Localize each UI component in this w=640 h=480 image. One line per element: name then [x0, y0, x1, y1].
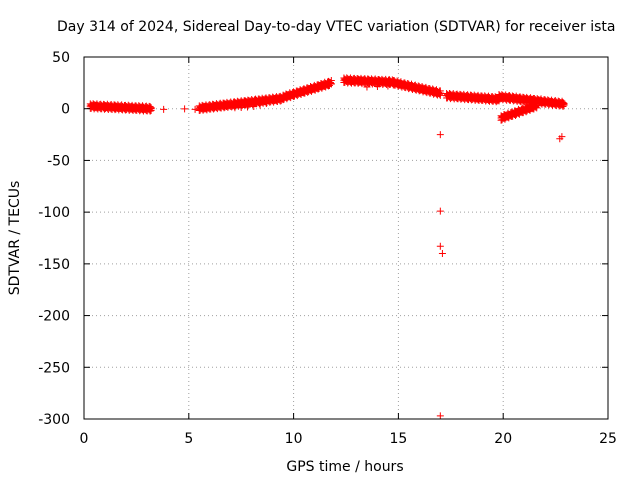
data-point: [436, 242, 444, 250]
data-point: [438, 250, 446, 258]
data-point: [181, 105, 189, 113]
data-point: [512, 108, 520, 116]
data-point: [516, 94, 524, 102]
data-point: [243, 103, 251, 111]
plot-frame: [83, 56, 609, 420]
data-point: [275, 93, 283, 101]
data-point: [518, 106, 526, 114]
data-point: [237, 103, 245, 111]
x-axis-label: GPS time / hours: [286, 459, 403, 475]
data-point: [524, 104, 532, 112]
data-point: [306, 85, 314, 93]
data-point: [147, 105, 155, 113]
data-point: [558, 100, 566, 108]
chart-title: Day 314 of 2024, Sidereal Day-to-day VTE…: [57, 19, 615, 35]
data-point: [380, 78, 388, 86]
y-axis-label: SDTVAR / TECUs: [7, 181, 23, 296]
data-point: [216, 103, 224, 111]
data-point: [250, 102, 258, 110]
data-point: [535, 96, 543, 104]
data-point: [413, 84, 421, 92]
data-point: [426, 87, 434, 95]
data-point: [529, 95, 537, 103]
data-point: [294, 89, 302, 97]
data-point: [466, 94, 474, 102]
data-point: [436, 131, 444, 139]
data-point: [394, 79, 402, 87]
data-point: [436, 207, 444, 215]
data-point: [503, 93, 511, 101]
data-point: [313, 84, 321, 92]
data-point: [288, 91, 296, 99]
data-point: [478, 95, 486, 103]
data-point: [436, 412, 444, 420]
data-point: [269, 95, 277, 103]
data-point: [436, 89, 444, 97]
data-point: [547, 98, 555, 106]
data-point: [319, 82, 327, 90]
data-point: [522, 95, 530, 103]
data-point: [497, 95, 505, 103]
data-point: [556, 135, 564, 143]
data-point: [355, 76, 363, 84]
data-point: [373, 82, 381, 90]
data-point: [300, 88, 308, 96]
y-tick-label: -300: [38, 412, 70, 428]
data-point: [485, 95, 493, 103]
x-tick-label: 5: [184, 431, 193, 447]
data-point: [407, 82, 415, 90]
data-point: [223, 103, 231, 111]
data-point: [262, 100, 270, 108]
data-point: [361, 76, 369, 84]
data-point: [432, 88, 440, 96]
x-tick-label: 10: [285, 431, 303, 447]
data-point: [447, 92, 455, 100]
data-point: [160, 105, 168, 113]
data-point: [505, 111, 513, 119]
x-tick-label: 20: [494, 431, 512, 447]
data-point: [531, 102, 539, 110]
y-tick-label: -100: [38, 205, 70, 221]
data-point: [210, 103, 218, 111]
data-point: [281, 92, 289, 100]
data-point: [401, 81, 409, 89]
x-tick-label: 15: [389, 431, 407, 447]
data-point: [348, 76, 356, 84]
data-point: [342, 77, 350, 85]
data-point: [256, 101, 264, 109]
data-point: [491, 95, 499, 103]
data-point: [472, 94, 480, 102]
data-point: [499, 114, 507, 122]
data-point: [420, 86, 428, 94]
x-tick-label: 0: [80, 431, 89, 447]
data-point: [191, 105, 199, 113]
data-point: [325, 79, 333, 87]
data-points: [86, 74, 568, 420]
data-point: [384, 82, 392, 90]
y-tick-label: -150: [38, 257, 70, 273]
data-point: [541, 97, 549, 105]
y-tick-label: 0: [61, 102, 70, 118]
data-point: [459, 93, 467, 101]
data-point: [363, 83, 371, 91]
y-tick-label: -250: [38, 360, 70, 376]
data-point: [453, 92, 461, 100]
x-tick-label: 25: [599, 431, 617, 447]
y-tick-label: 50: [52, 50, 70, 66]
axis-ticks: 0 5 10 15 20 25 50 0 -50 -100 -150 -200 -250 -300: [38, 50, 617, 447]
data-point: [367, 76, 375, 84]
data-point: [554, 99, 562, 107]
data-point: [231, 104, 239, 112]
data-point: [197, 104, 205, 112]
y-tick-label: -200: [38, 309, 70, 325]
data-point: [510, 93, 518, 101]
data-point: [204, 103, 212, 111]
y-tick-label: -50: [47, 153, 70, 169]
